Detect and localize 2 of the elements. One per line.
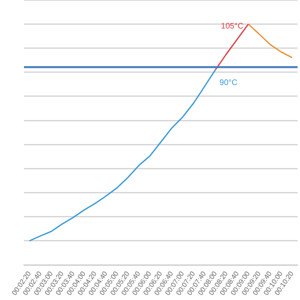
annotation: 90°C (220, 78, 238, 87)
annotation: 105°C (221, 21, 244, 30)
